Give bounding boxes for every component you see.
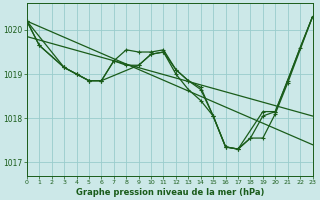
X-axis label: Graphe pression niveau de la mer (hPa): Graphe pression niveau de la mer (hPa) <box>76 188 264 197</box>
